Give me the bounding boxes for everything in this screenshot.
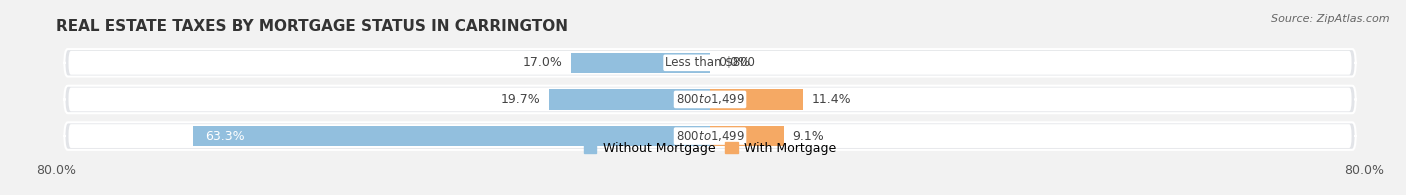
FancyBboxPatch shape: [69, 88, 1351, 111]
Bar: [193, 126, 710, 146]
Bar: [571, 53, 710, 73]
FancyBboxPatch shape: [65, 122, 1355, 150]
Text: 0.0%: 0.0%: [718, 56, 751, 69]
Text: $800 to $1,499: $800 to $1,499: [675, 129, 745, 143]
Text: 9.1%: 9.1%: [793, 130, 824, 143]
FancyBboxPatch shape: [65, 49, 1355, 77]
Text: Source: ZipAtlas.com: Source: ZipAtlas.com: [1271, 14, 1389, 24]
Text: Less than $800: Less than $800: [665, 56, 755, 69]
Text: $800 to $1,499: $800 to $1,499: [675, 92, 745, 106]
FancyBboxPatch shape: [69, 124, 1351, 148]
FancyBboxPatch shape: [65, 86, 1355, 113]
Bar: [548, 89, 710, 110]
Text: 63.3%: 63.3%: [205, 130, 245, 143]
FancyBboxPatch shape: [69, 51, 1351, 75]
Text: REAL ESTATE TAXES BY MORTGAGE STATUS IN CARRINGTON: REAL ESTATE TAXES BY MORTGAGE STATUS IN …: [56, 19, 568, 34]
Legend: Without Mortgage, With Mortgage: Without Mortgage, With Mortgage: [579, 137, 841, 160]
Text: 11.4%: 11.4%: [811, 93, 851, 106]
Bar: [710, 126, 785, 146]
Text: 19.7%: 19.7%: [501, 93, 541, 106]
Text: 17.0%: 17.0%: [523, 56, 562, 69]
Bar: [710, 89, 803, 110]
